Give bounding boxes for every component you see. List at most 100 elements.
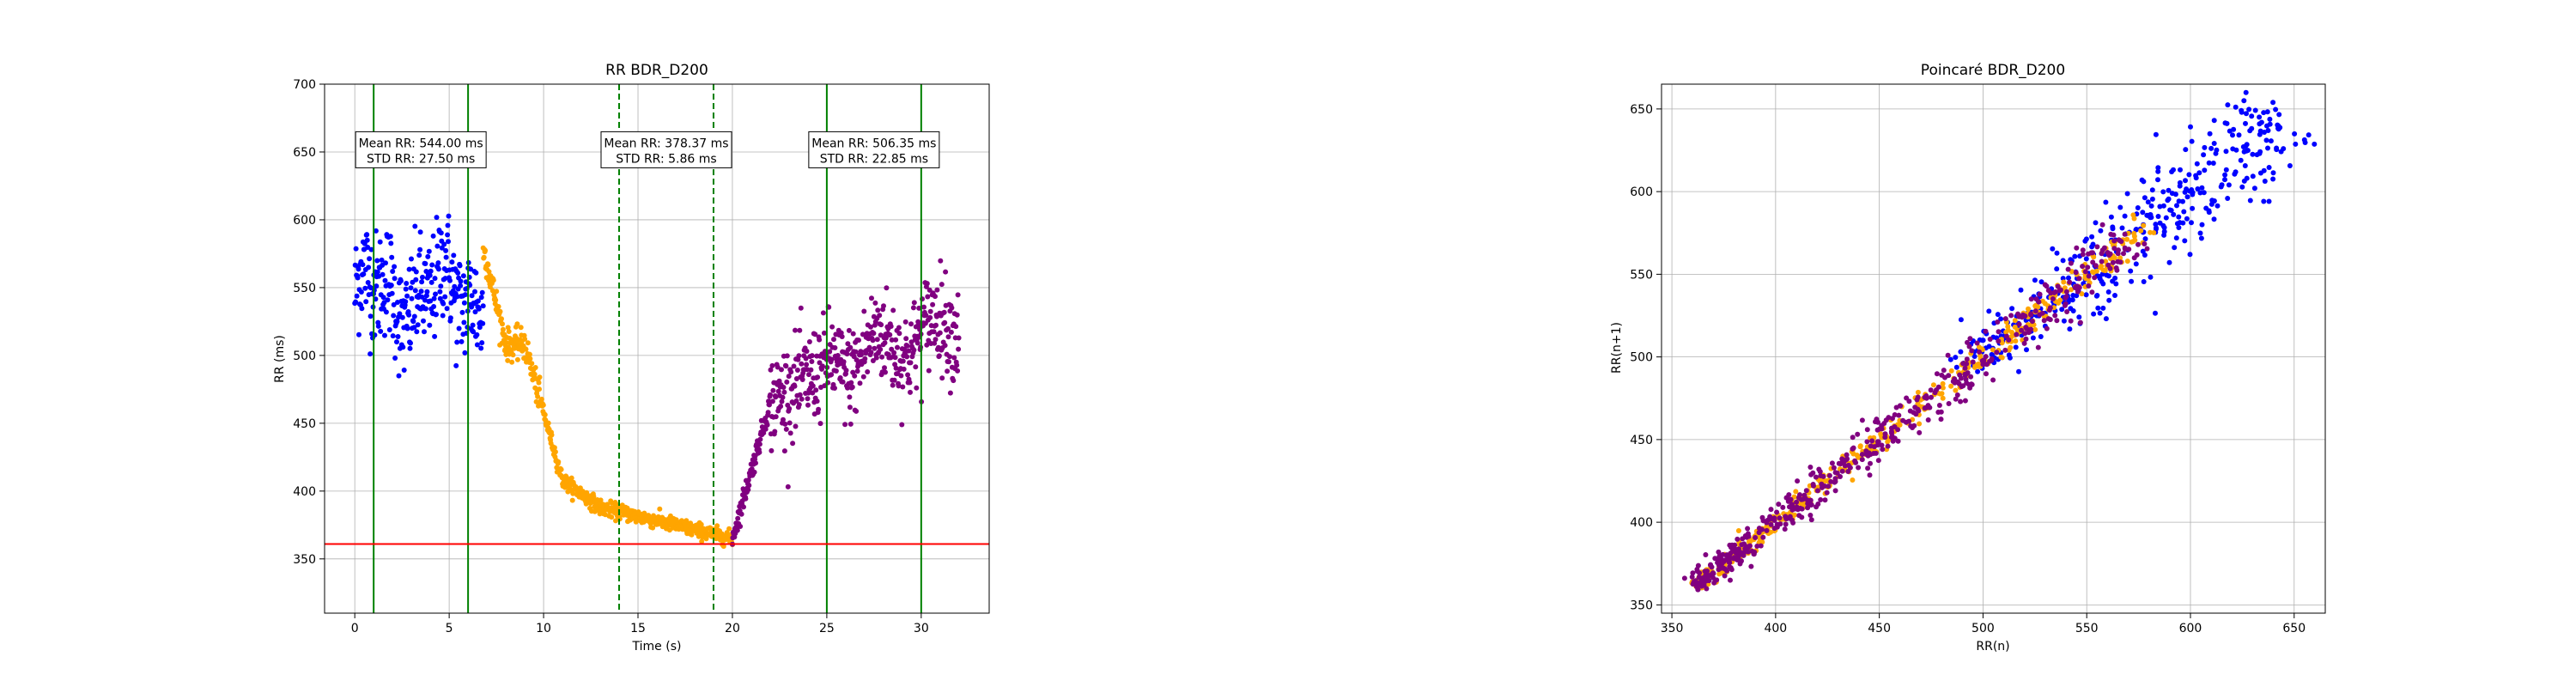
poincare-data-point bbox=[2250, 173, 2256, 179]
poincare-data-point bbox=[1760, 518, 1766, 524]
rr-data-point bbox=[373, 228, 379, 234]
rr-ytick-label: 650 bbox=[293, 146, 316, 160]
rr-data-point bbox=[799, 361, 805, 367]
rr-data-point bbox=[506, 329, 512, 334]
rr-data-point bbox=[435, 260, 441, 266]
poincare-data-point bbox=[1859, 417, 1865, 423]
poincare-data-point bbox=[2171, 167, 2176, 173]
poincare-data-point bbox=[2105, 262, 2111, 268]
poincare-data-point bbox=[1832, 470, 1838, 476]
rr-data-point bbox=[509, 359, 515, 365]
rr-data-point bbox=[850, 331, 856, 337]
rr-data-point bbox=[817, 337, 823, 343]
rr-data-point bbox=[942, 319, 948, 325]
poincare-data-point bbox=[2054, 318, 2060, 324]
rr-stats-box bbox=[808, 131, 940, 168]
poincare-data-point bbox=[2182, 238, 2188, 244]
rr-data-point bbox=[368, 351, 374, 357]
poincare-data-point bbox=[2072, 253, 2078, 259]
poincare-data-point bbox=[2183, 147, 2189, 153]
poincare-data-point bbox=[1704, 586, 1710, 592]
rr-data-point bbox=[537, 386, 542, 392]
rr-data-point bbox=[930, 301, 936, 307]
rr-data-point bbox=[898, 373, 904, 379]
poincare-data-point bbox=[2281, 146, 2287, 152]
poincare-data-point bbox=[1938, 416, 1944, 423]
poincare-data-point bbox=[2251, 185, 2257, 192]
poincare-data-point bbox=[1954, 392, 1960, 398]
rr-data-point bbox=[770, 387, 776, 393]
rr-data-point bbox=[417, 246, 423, 252]
poincare-data-point bbox=[1853, 459, 1859, 465]
pc-xtick-label: 600 bbox=[2179, 622, 2202, 635]
rr-data-point bbox=[404, 325, 410, 331]
rr-xtick-label: 30 bbox=[914, 622, 929, 635]
rr-data-point bbox=[806, 339, 812, 344]
rr-data-point bbox=[406, 312, 412, 318]
rr-data-point bbox=[462, 350, 468, 356]
rr-data-point bbox=[913, 364, 919, 370]
rr-data-point bbox=[368, 313, 374, 319]
rr-data-point bbox=[831, 337, 836, 343]
poincare-data-point bbox=[2108, 214, 2114, 220]
rr-data-point bbox=[383, 260, 388, 266]
poincare-data-point bbox=[1831, 465, 1837, 471]
rr-data-point bbox=[937, 330, 943, 336]
poincare-data-point bbox=[2199, 185, 2205, 191]
rr-data-point bbox=[406, 266, 412, 272]
poincare-data-point bbox=[2080, 247, 2086, 253]
pc-ytick-label: 550 bbox=[1630, 268, 1653, 282]
poincare-data-point bbox=[1895, 438, 1901, 444]
rr-data-point bbox=[821, 330, 827, 336]
rr-data-point bbox=[942, 343, 948, 349]
rr-data-point bbox=[499, 316, 504, 322]
poincare-data-point bbox=[2135, 205, 2141, 210]
poincare-data-point bbox=[2016, 368, 2021, 374]
rr-data-point bbox=[485, 262, 491, 268]
poincare-data-point bbox=[1998, 354, 2004, 360]
poincare-data-point bbox=[2293, 141, 2299, 147]
rr-data-point bbox=[382, 332, 387, 338]
poincare-data-point bbox=[2266, 165, 2272, 170]
poincare-data-point bbox=[1736, 546, 1741, 552]
poincare-data-point bbox=[2035, 344, 2041, 350]
rr-stats-std: STD RR: 27.50 ms bbox=[367, 152, 475, 166]
poincare-data-point bbox=[2046, 307, 2052, 313]
poincare-data-point bbox=[2242, 163, 2248, 168]
rr-data-point bbox=[819, 363, 825, 369]
rr-data-point bbox=[558, 466, 564, 472]
rr-ytick-label: 450 bbox=[293, 417, 316, 431]
poincare-data-point bbox=[2182, 189, 2188, 195]
rr-data-point bbox=[468, 266, 474, 272]
poincare-data-point bbox=[2257, 114, 2263, 120]
rr-chart-ylabel: RR (ms) bbox=[273, 335, 287, 383]
poincare-data-point bbox=[1824, 489, 1830, 495]
poincare-data-point bbox=[2207, 131, 2213, 137]
poincare-data-point bbox=[1758, 543, 1764, 549]
poincare-data-point bbox=[1706, 573, 1712, 579]
poincare-data-point bbox=[2257, 149, 2263, 155]
rr-data-point bbox=[454, 339, 460, 345]
poincare-data-point bbox=[1859, 452, 1865, 458]
rr-data-point bbox=[896, 325, 902, 331]
poincare-data-point bbox=[2160, 203, 2166, 209]
poincare-data-point bbox=[2052, 289, 2058, 295]
rr-data-point bbox=[413, 277, 419, 283]
poincare-data-point bbox=[2230, 146, 2236, 152]
poincare-data-point bbox=[1859, 457, 1865, 463]
poincare-data-point bbox=[2270, 100, 2276, 106]
poincare-data-point bbox=[2153, 310, 2158, 316]
rr-data-point bbox=[447, 315, 453, 321]
poincare-data-point bbox=[2142, 252, 2148, 258]
rr-data-point bbox=[936, 353, 942, 359]
poincare-data-point bbox=[2193, 173, 2199, 179]
rr-data-point bbox=[470, 322, 476, 328]
poincare-data-point bbox=[1838, 474, 1843, 479]
poincare-data-point bbox=[1760, 534, 1766, 540]
rr-data-point bbox=[857, 380, 863, 386]
rr-data-point bbox=[423, 293, 429, 299]
rr-data-point bbox=[847, 394, 853, 400]
poincare-data-point bbox=[1797, 492, 1802, 498]
poincare-data-point bbox=[2190, 205, 2196, 211]
poincare-data-point bbox=[2023, 336, 2029, 342]
